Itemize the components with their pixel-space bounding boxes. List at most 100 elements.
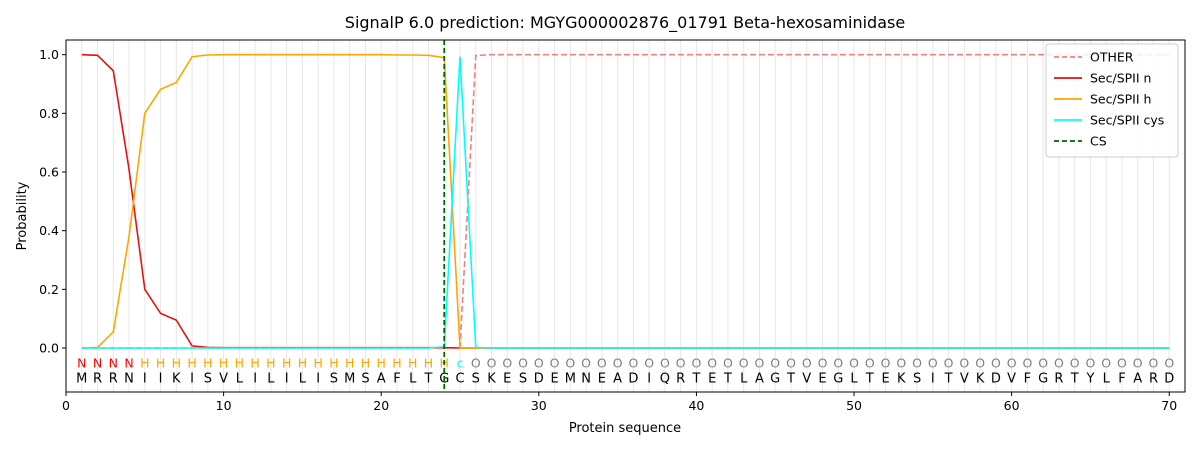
residue-label: O [1149,356,1159,371]
residue-label: O [944,356,954,371]
amino-acid: T [424,371,433,386]
residue-label: N [124,356,133,371]
amino-acid: K [172,371,181,386]
residue-label: H [156,356,165,371]
legend-label: Sec/SPII cys [1090,113,1164,128]
residue-label: H [219,356,228,371]
residue-label: O [849,356,859,371]
amino-acid: V [960,371,969,386]
residue-label: H [408,356,417,371]
residue-label: O [928,356,938,371]
legend-label: OTHER [1090,50,1134,65]
residue-label: O [991,356,1001,371]
residue-label: O [644,356,654,371]
amino-acid: M [344,371,355,386]
amino-acid: R [1054,371,1063,386]
amino-acid: L [740,371,748,386]
residue-label: O [660,356,670,371]
amino-acid: L [236,371,244,386]
residue-label: H [187,356,196,371]
residue-label: O [912,356,922,371]
residue-label-zone: NNNNHHHHHHHHHHHHHHHHHHHHcOOOOOOOOOOOOOOO… [76,356,1174,387]
amino-acid: T [1070,371,1079,386]
residue-label: O [581,356,591,371]
residue-label: N [77,356,86,371]
amino-acid: T [691,371,700,386]
residue-label: O [487,356,497,371]
amino-acid: F [1118,371,1125,386]
amino-acid: I [316,371,320,386]
residue-label: O [865,356,875,371]
amino-acid: A [377,371,386,386]
amino-acid: L [850,371,858,386]
residue-label: O [818,356,828,371]
amino-acid: I [285,371,289,386]
x-tick-label: 50 [846,398,862,413]
legend: OTHER Sec/SPII n Sec/SPII h Sec/SPII cys CS [1045,43,1179,158]
amino-acid: S [204,371,212,386]
residue-label: H [172,356,181,371]
legend-label: Sec/SPII n [1090,71,1151,86]
y-tick-label: 0.6 [39,165,59,180]
residue-label: O [723,356,733,371]
series-line-sec-spii-h [81,53,1170,349]
x-tick-label: 10 [216,398,232,413]
residue-label: O [755,356,765,371]
amino-acid: L [299,371,307,386]
amino-acid: L [267,371,275,386]
amino-acid: R [93,371,102,386]
amino-acid: I [159,371,163,386]
amino-acid: V [219,371,228,386]
x-tick-label: 0 [62,398,70,413]
amino-acid: I [931,371,935,386]
amino-acid: I [253,371,257,386]
x-axis-label: Protein sequence [569,421,681,436]
legend-label: CS [1090,134,1107,149]
amino-acid: A [1133,371,1142,386]
amino-acid: K [487,371,496,386]
residue-label: H [235,356,244,371]
y-tick-label: 0.8 [39,106,59,121]
amino-acid: T [944,371,953,386]
residue-label: O [628,356,638,371]
amino-acid: R [676,371,685,386]
residue-label: O [975,356,985,371]
residue-label: O [1133,356,1143,371]
residue-label: O [1007,356,1017,371]
residue-label: O [1054,356,1064,371]
amino-acid: T [723,371,732,386]
residue-label: H [313,356,322,371]
residue-label: H [266,356,275,371]
y-axis-label: Probability [15,181,30,250]
amino-acid: T [865,371,874,386]
residue-label: N [93,356,102,371]
residue-label: O [597,356,607,371]
residue-label: H [203,356,212,371]
x-axis-ticks: 0 10 20 30 40 50 60 70 [62,392,1177,413]
amino-acid: I [190,371,194,386]
amino-acid: A [755,371,764,386]
x-tick-label: 60 [1004,398,1020,413]
amino-acid: F [1024,371,1031,386]
residue-label: c [457,356,464,371]
amino-acid: G [1038,371,1048,386]
residue-label: O [707,356,717,371]
residue-label: O [1070,356,1080,371]
amino-acid: A [613,371,622,386]
series-line-sec-spii-n [81,53,1170,349]
amino-acid: F [393,371,400,386]
amino-acid: D [991,371,1001,386]
residue-label: O [550,356,560,371]
x-tick-label: 70 [1161,398,1177,413]
series-lines [81,40,1170,392]
y-tick-label: 1.0 [39,47,59,62]
legend-label: Sec/SPII h [1090,92,1151,107]
amino-acid: D [1164,371,1174,386]
y-tick-label: 0.0 [39,341,59,356]
grid-lines [81,40,1170,392]
residue-label: H [140,356,149,371]
residue-label: O [676,356,686,371]
amino-acid: M [565,371,576,386]
residue-label: H [424,356,433,371]
amino-acid: S [472,371,480,386]
